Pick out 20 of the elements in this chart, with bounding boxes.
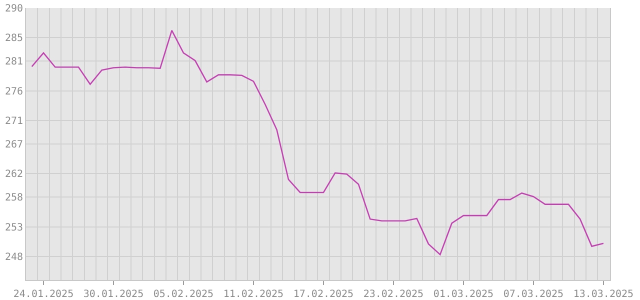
y-tick-label: 267 (4, 140, 23, 150)
x-tick-label: 11.02.2025 (223, 289, 284, 300)
line-series (31, 30, 604, 256)
x-tick-label: 23.02.2025 (363, 289, 424, 300)
x-tick-label: 13.03.2025 (573, 289, 634, 300)
x-tick-label: 01.03.2025 (433, 289, 494, 300)
y-tick-label: 285 (4, 33, 23, 44)
x-tick-label: 05.02.2025 (153, 289, 214, 300)
y-tick-label: 276 (4, 86, 23, 98)
y-tick-label: 281 (4, 56, 23, 68)
y-tick-label: 253 (4, 222, 23, 234)
x-tick-label: 24.01.2025 (13, 289, 74, 300)
x-tick-label: 30.01.2025 (83, 289, 144, 300)
x-tick-label: 17.02.2025 (293, 289, 354, 300)
y-tick-label: 248 (4, 252, 23, 263)
x-tick-label: 07.03.2025 (503, 289, 564, 300)
y-tick-label: 262 (4, 169, 23, 180)
y-tick-label: 290 (4, 4, 23, 14)
y-tick-label: 271 (4, 116, 23, 127)
y-tick-label: 258 (4, 192, 23, 204)
